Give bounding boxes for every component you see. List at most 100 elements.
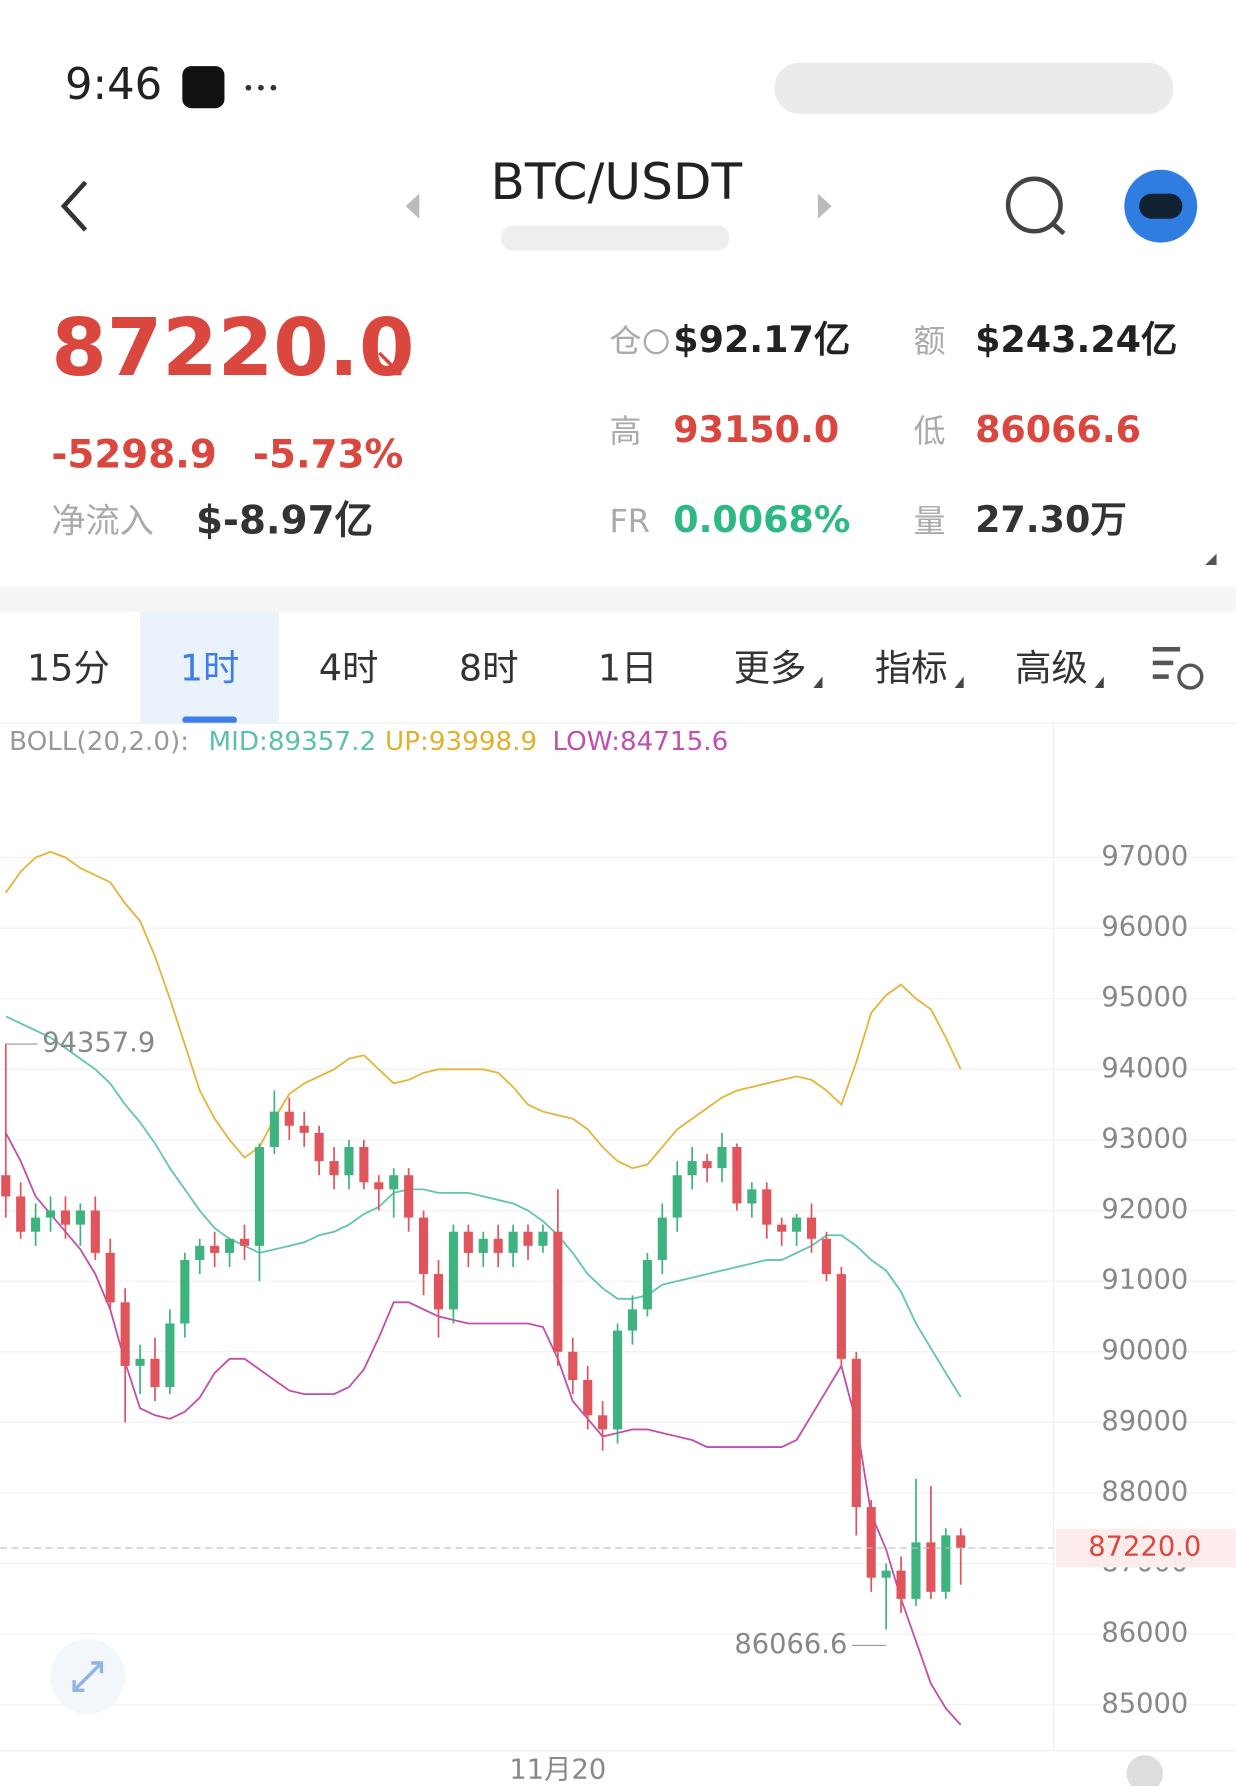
dropdown-caret bbox=[954, 676, 964, 688]
candle-body bbox=[687, 1161, 697, 1176]
stat-label: 高 bbox=[609, 412, 641, 450]
candle-body bbox=[404, 1175, 414, 1218]
tab[interactable]: 更多 bbox=[734, 646, 807, 689]
settings-icon[interactable] bbox=[1152, 646, 1204, 690]
candle-body bbox=[777, 1224, 787, 1232]
tab[interactable]: 4时 bbox=[319, 646, 379, 689]
down-arrow bbox=[378, 351, 402, 376]
candle-body bbox=[374, 1182, 384, 1190]
tab[interactable]: 15分 bbox=[27, 646, 110, 689]
prev-pair[interactable] bbox=[405, 193, 420, 219]
y-tick-label: 86000 bbox=[1101, 1618, 1188, 1649]
candle-body bbox=[1, 1175, 11, 1197]
kline-button[interactable] bbox=[1126, 1755, 1164, 1786]
candle-body bbox=[31, 1217, 41, 1232]
candle-body bbox=[672, 1175, 682, 1218]
boll-line bbox=[5, 1015, 962, 1398]
candle-body bbox=[836, 1274, 846, 1359]
candle-body bbox=[16, 1196, 26, 1232]
y-tick-label: 93000 bbox=[1101, 1123, 1188, 1154]
low-label: 86066.6 bbox=[734, 1629, 847, 1660]
stat-value: 93150.0 bbox=[673, 408, 839, 451]
candle-body bbox=[956, 1535, 966, 1549]
info-icon[interactable] bbox=[643, 329, 669, 355]
candle-body bbox=[732, 1146, 742, 1204]
candle-body bbox=[523, 1231, 533, 1246]
tab[interactable]: 1时 bbox=[180, 646, 240, 689]
candle-body bbox=[120, 1302, 130, 1366]
last-price: 87220.0 bbox=[51, 301, 414, 394]
candle-body bbox=[702, 1161, 712, 1169]
stat-label: 仓 bbox=[609, 322, 641, 360]
candle-body bbox=[463, 1231, 473, 1253]
dot bbox=[270, 84, 277, 91]
net-inflow: $-8.97亿 bbox=[196, 498, 373, 543]
y-tick-label: 92000 bbox=[1101, 1194, 1188, 1225]
expand-corner[interactable] bbox=[1205, 553, 1217, 565]
net-inflow-label: 净流入 bbox=[51, 501, 153, 541]
stat-label: 额 bbox=[914, 322, 946, 360]
candle-body bbox=[344, 1146, 354, 1176]
candle-body bbox=[284, 1111, 294, 1126]
stat-value: 86066.6 bbox=[975, 408, 1141, 451]
stat-value: 27.30万 bbox=[975, 498, 1127, 541]
pair-title: BTC/USDT bbox=[490, 152, 742, 211]
candle-body bbox=[568, 1351, 578, 1380]
candle-body bbox=[254, 1146, 264, 1246]
candle-body bbox=[433, 1274, 444, 1310]
candle-body bbox=[583, 1379, 593, 1416]
candle-body bbox=[792, 1217, 802, 1232]
stat-value: 0.0068% bbox=[673, 498, 850, 541]
boll-line bbox=[4, 1132, 962, 1726]
candle-body bbox=[612, 1330, 623, 1430]
indicator-mid: MID:89357.2 bbox=[209, 727, 377, 757]
candle-body bbox=[598, 1415, 608, 1430]
next-pair[interactable] bbox=[817, 193, 832, 219]
candle-body bbox=[329, 1161, 339, 1176]
indicator-low: LOW:84715.6 bbox=[553, 727, 729, 757]
indicator-up: UP:93998.9 bbox=[385, 727, 537, 757]
y-tick-label: 96000 bbox=[1101, 912, 1188, 943]
search-handle bbox=[1052, 222, 1066, 236]
tab[interactable]: 高级 bbox=[1015, 646, 1088, 689]
candle-body bbox=[239, 1238, 250, 1246]
app-icon bbox=[182, 66, 225, 109]
tab[interactable]: 指标 bbox=[875, 646, 948, 689]
candle-body bbox=[314, 1132, 324, 1162]
candle-body bbox=[419, 1217, 429, 1275]
candle-body bbox=[225, 1238, 235, 1253]
candle-body bbox=[90, 1210, 100, 1253]
search-button[interactable] bbox=[1005, 176, 1063, 234]
dot bbox=[245, 84, 252, 91]
avatar-face bbox=[1139, 193, 1183, 219]
y-tick-label: 94000 bbox=[1101, 1053, 1188, 1084]
candle-body bbox=[210, 1245, 220, 1253]
candle-body bbox=[493, 1238, 503, 1253]
candle-body bbox=[896, 1570, 906, 1599]
candle-body bbox=[45, 1210, 56, 1218]
candle-body bbox=[538, 1231, 548, 1246]
tab[interactable]: 1日 bbox=[598, 646, 658, 689]
stat-label: FR bbox=[609, 502, 649, 540]
high-label: 94357.9 bbox=[42, 1028, 155, 1059]
candle-body bbox=[165, 1323, 175, 1388]
blurred-subtitle bbox=[501, 225, 730, 251]
candle-body bbox=[941, 1535, 951, 1592]
price-change: -5298.9 bbox=[51, 432, 216, 477]
candle-body bbox=[762, 1189, 772, 1225]
dropdown-caret bbox=[1094, 676, 1104, 688]
candle-body bbox=[75, 1210, 85, 1225]
back-button[interactable] bbox=[60, 180, 88, 232]
candle-body bbox=[747, 1189, 757, 1204]
candle-body bbox=[135, 1358, 145, 1366]
dot bbox=[258, 84, 264, 91]
x-tick-label: 11月20 bbox=[509, 1755, 606, 1786]
tab[interactable]: 8时 bbox=[459, 646, 519, 689]
candle-body bbox=[866, 1507, 876, 1578]
candle-body bbox=[478, 1238, 488, 1253]
y-tick-label: 97000 bbox=[1101, 841, 1188, 872]
y-tick-label: 89000 bbox=[1101, 1406, 1188, 1437]
candle-body bbox=[911, 1542, 921, 1599]
